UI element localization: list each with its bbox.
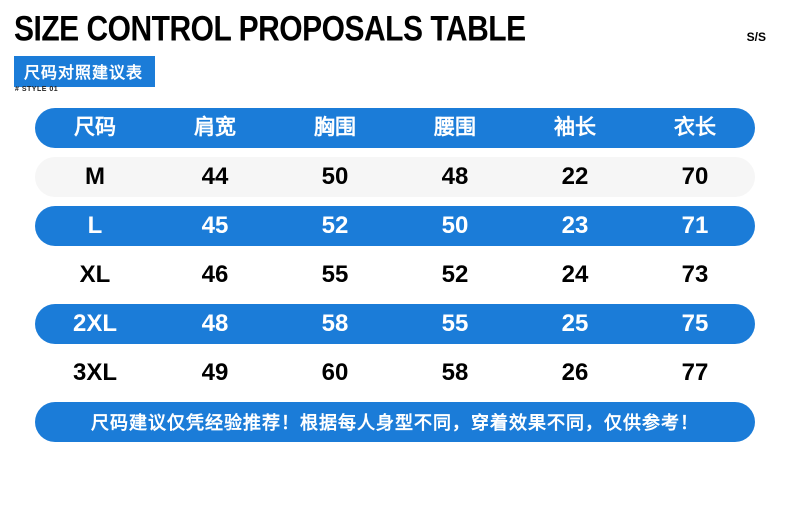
style-note: # STYLE 01	[15, 86, 59, 93]
table-cell: 77	[681, 359, 709, 386]
column-header-size: 尺码	[74, 116, 116, 139]
size-label: L	[87, 212, 103, 239]
table-cell: 22	[561, 163, 589, 190]
column-header-waist: 腰围	[434, 116, 476, 139]
corner-label: S/S	[746, 30, 766, 44]
table-cell: 75	[681, 310, 709, 337]
table-row: L 45 52 50 23 71	[35, 206, 755, 246]
table-cell: 52	[441, 261, 469, 288]
table-cell: 70	[681, 163, 709, 190]
table-cell: 55	[441, 310, 469, 337]
table-cell: 44	[201, 163, 229, 190]
page-title: SIZE CONTROL PROPOSALS TABLE	[14, 10, 526, 49]
column-header-chest: 胸围	[314, 116, 356, 139]
size-label: 3XL	[72, 359, 117, 386]
table-row: XL 46 55 52 24 73	[35, 255, 755, 295]
table-cell: 45	[201, 212, 229, 239]
table-row: 3XL 49 60 58 26 77	[35, 353, 755, 393]
table-row: M 44 50 48 22 70	[35, 157, 755, 197]
table-cell: 58	[441, 359, 469, 386]
table-cell: 73	[681, 261, 709, 288]
size-label: 2XL	[72, 310, 117, 337]
table-cell: 71	[681, 212, 709, 239]
table-header-row: 尺码 肩宽 胸围 腰围 袖长 衣长	[35, 108, 755, 148]
table-cell: 50	[441, 212, 469, 239]
table-cell: 50	[321, 163, 349, 190]
table-cell: 26	[561, 359, 589, 386]
table-cell: 24	[561, 261, 589, 288]
subtitle-banner: 尺码对照建议表	[14, 56, 156, 87]
table-cell: 55	[321, 261, 349, 288]
disclaimer-banner: 尺码建议仅凭经验推荐！根据每人身型不同，穿着效果不同，仅供参考！	[35, 402, 755, 442]
table-cell: 58	[321, 310, 349, 337]
table-cell: 25	[561, 310, 589, 337]
column-header-shoulder: 肩宽	[194, 116, 236, 139]
table-cell: 46	[201, 261, 229, 288]
size-label: M	[85, 163, 105, 190]
table-row: 2XL 48 58 55 25 75	[35, 304, 755, 344]
table-cell: 60	[321, 359, 349, 386]
column-header-length: 衣长	[674, 116, 716, 139]
size-table: 尺码 肩宽 胸围 腰围 袖长 衣长 M 44 50 48 22 70 L 45 …	[35, 108, 755, 442]
table-cell: 52	[321, 212, 349, 239]
size-label: XL	[79, 261, 111, 288]
table-cell: 49	[201, 359, 229, 386]
column-header-sleeve: 袖长	[554, 116, 596, 139]
table-cell: 48	[201, 310, 229, 337]
table-cell: 23	[561, 212, 589, 239]
table-cell: 48	[441, 163, 469, 190]
